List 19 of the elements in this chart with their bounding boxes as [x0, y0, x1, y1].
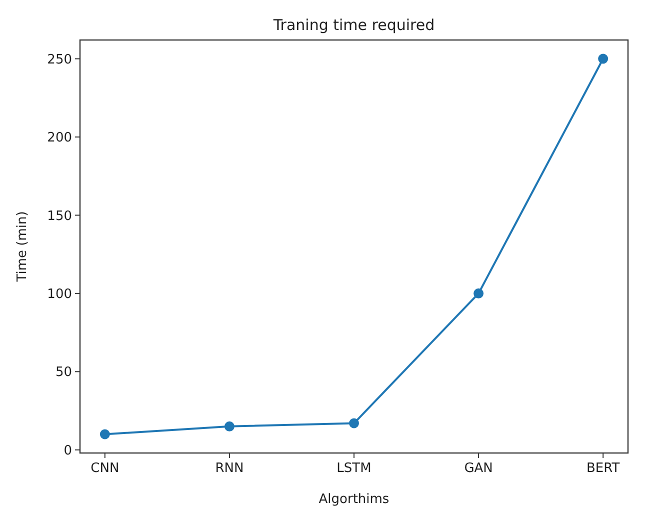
- x-tick-label: BERT: [586, 461, 620, 476]
- x-tick-label: LSTM: [336, 461, 372, 476]
- point: [349, 418, 359, 428]
- point: [224, 421, 234, 432]
- x-tick-label: RNN: [215, 461, 244, 476]
- y-tick-label: 0: [64, 443, 72, 458]
- y-tick-label: 50: [55, 365, 72, 380]
- y-tick-label: 100: [47, 286, 72, 302]
- x-tick-label: GAN: [464, 461, 493, 476]
- point: [598, 54, 608, 64]
- y-tick-label: 200: [47, 130, 72, 146]
- x-tick-label: CNN: [90, 461, 120, 476]
- point: [474, 288, 484, 298]
- point: [100, 429, 110, 440]
- y-tick-label: 250: [47, 52, 72, 68]
- x-axis-title: Algorthims: [318, 492, 390, 507]
- chart-title: Traning time required: [272, 16, 435, 34]
- y-tick-label: 150: [47, 208, 72, 224]
- y-axis-title: Time (min): [15, 211, 30, 283]
